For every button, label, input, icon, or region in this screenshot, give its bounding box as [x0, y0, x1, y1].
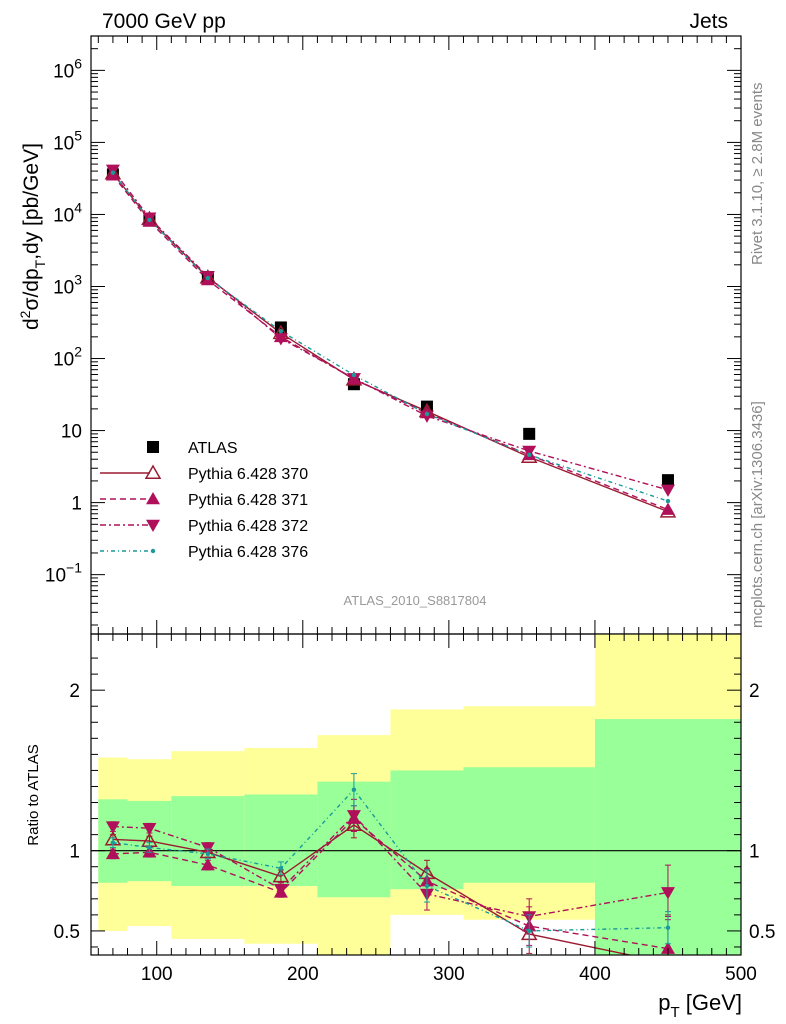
ratio-point-p376	[527, 928, 532, 934]
ratio-point-p376	[424, 883, 430, 889]
analysis-label: ATLAS_2010_S8817804	[344, 593, 487, 608]
ratio-line-p376	[112, 788, 669, 932]
ratio-y-tick-label-right: 2	[749, 681, 760, 702]
y-axis-title: d2σ/dpT,dy [pb/GeV]	[17, 143, 48, 330]
ratio-point-p376	[351, 787, 357, 792]
legend-label-p371: Pythia 6.428 371	[188, 492, 308, 509]
ratio-point-p376	[278, 866, 284, 871]
y-tick-label: 103	[53, 271, 82, 298]
point-p376	[278, 328, 284, 334]
legend-label-atlas: ATLAS	[188, 440, 238, 457]
point-p372	[346, 373, 361, 386]
x-tick-label: 500	[725, 964, 757, 985]
ratio-panel	[91, 634, 741, 955]
x-axis-title: pT [GeV]	[658, 990, 742, 1021]
ratio-point-p376	[205, 851, 211, 857]
x-tick-label: 400	[579, 964, 611, 985]
y-tick-label: 106	[53, 55, 82, 82]
ratio-frame	[90, 633, 742, 956]
series-line-p370	[112, 173, 669, 513]
ratio-point-p372	[200, 842, 215, 855]
x-tick-label: 200	[287, 964, 319, 985]
side-label-bottom: mcplots.cern.ch [arXiv:1306.3436]	[749, 401, 766, 628]
y-tick-label: 102	[53, 344, 82, 371]
ratio-point-p376	[665, 925, 671, 930]
band-inner	[171, 796, 245, 886]
ratio-y-axis-title: Ratio to ATLAS	[25, 744, 42, 845]
legend-marker-p371	[146, 492, 160, 505]
y-tick-label: 10−1	[45, 560, 82, 587]
ratio-point-p371	[200, 858, 215, 871]
ratio-point-p372	[142, 822, 157, 836]
point-p376	[110, 170, 116, 175]
ratio-y-tick-label-right: 1	[749, 842, 760, 863]
ratio-point-p370	[667, 954, 669, 955]
legend-marker-p376	[150, 548, 156, 554]
legend: ATLAS Pythia 6.428 370 Pythia 6.428 371 Pyt…	[100, 440, 308, 561]
legend-label-p372: Pythia 6.428 372	[188, 518, 308, 535]
legend-label-p370: Pythia 6.428 370	[188, 466, 308, 483]
point-atlas	[523, 427, 536, 440]
series-line-p371	[112, 174, 669, 511]
ratio-point-p371	[660, 941, 675, 954]
legend-marker-atlas	[147, 441, 159, 453]
header-left: 7000 GeV pp	[102, 10, 226, 33]
ratio-point-p372	[660, 887, 675, 900]
ratio-y-tick-label-right: 0.5	[749, 922, 775, 943]
legend-marker-p372	[146, 519, 160, 532]
ratio-point-p372	[273, 883, 288, 897]
ratio-y-tick-label-left: 0.5	[54, 922, 80, 943]
ratio-point-p372	[346, 810, 361, 823]
y-tick-label: 10	[61, 422, 82, 443]
y-tick-label: 1	[71, 494, 82, 515]
ratio-panel-axes: 0.5 0.5 1 1 2 2 100 200 300 400 500	[54, 633, 775, 985]
point-p376	[205, 275, 211, 281]
point-p372	[273, 333, 288, 346]
band-inner	[463, 767, 595, 883]
main-panel-marks	[104, 164, 677, 518]
point-p372	[660, 484, 675, 497]
ratio-point-p372	[105, 821, 120, 834]
ratio-point-p376	[147, 845, 152, 850]
legend-marker-p370	[144, 464, 162, 479]
point-p372	[419, 410, 434, 423]
point-p376	[351, 372, 357, 378]
ratio-y-tick-label-left: 2	[69, 681, 80, 702]
x-tick-label: 300	[433, 964, 465, 985]
ratio-point-p370	[272, 867, 290, 883]
point-p376	[424, 411, 430, 417]
ratio-line-p372	[112, 814, 669, 918]
ratio-y-tick-label-left: 1	[69, 842, 80, 863]
series-line-p376	[112, 172, 669, 502]
legend-label-p376: Pythia 6.428 376	[188, 544, 308, 561]
y-tick-label: 105	[53, 127, 82, 154]
point-atlas	[661, 474, 674, 487]
series-line-p372	[112, 169, 669, 491]
side-label-top: Rivet 3.1.10, ≥ 2.8M events	[749, 83, 766, 266]
point-p376	[527, 452, 532, 458]
ratio-panel-marks	[104, 773, 675, 955]
ratio-point-p376	[110, 840, 116, 845]
ratio-point-p371	[105, 846, 120, 860]
point-p376	[147, 217, 152, 223]
header-right: Jets	[689, 10, 728, 33]
point-p372	[522, 445, 537, 459]
point-p371	[660, 502, 675, 515]
y-tick-label: 104	[53, 199, 82, 226]
x-tick-label: 100	[141, 964, 173, 985]
point-p376	[665, 498, 671, 504]
